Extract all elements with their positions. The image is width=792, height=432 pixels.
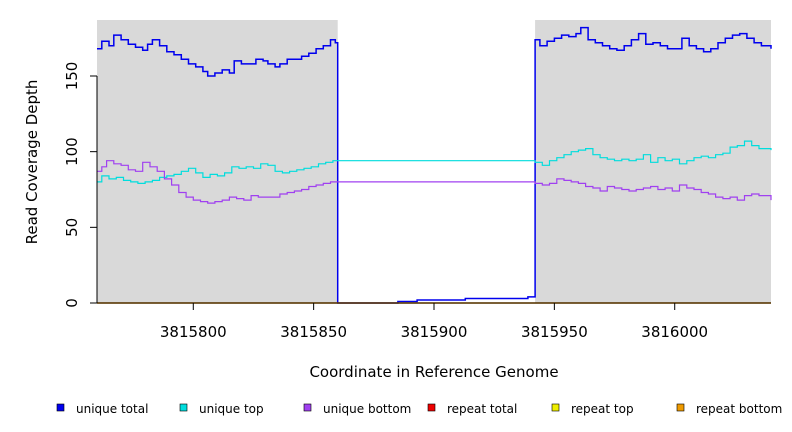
x-axis-label: Coordinate in Reference Genome — [309, 363, 558, 381]
y-tick-label: 150 — [63, 62, 81, 91]
legend-swatch — [427, 403, 436, 412]
legend-label: unique total — [76, 402, 148, 416]
x-axis: 3815800 3815850 3815900 3815950 3816000 — [97, 302, 771, 341]
legend: unique total unique top unique bottom repea… — [56, 402, 782, 416]
x-tick-label: 3815900 — [401, 323, 468, 341]
plot-background — [97, 20, 771, 303]
legend-label: repeat bottom — [696, 402, 782, 416]
legend-swatch — [56, 403, 65, 412]
series-line-unique-bottom — [97, 160, 772, 204]
legend-label: unique bottom — [323, 402, 411, 416]
y-axis-label: Read Coverage Depth — [23, 80, 41, 245]
legend-label: repeat total — [447, 402, 517, 416]
legend-label: repeat top — [571, 402, 634, 416]
legend-label: unique top — [199, 402, 264, 416]
x-tick-label: 3815800 — [160, 323, 227, 341]
x-tick-label: 3815850 — [280, 323, 347, 341]
x-tick-label: 3815950 — [521, 323, 588, 341]
series-line-unique-total — [97, 26, 772, 304]
legend-swatch — [303, 403, 312, 412]
y-tick-label: 0 — [63, 298, 81, 308]
legend-swatch — [179, 403, 188, 412]
shaded-region-0 — [97, 20, 338, 303]
series-line-unique-top — [97, 140, 772, 184]
shaded-region-1 — [535, 20, 771, 303]
legend-swatch — [676, 403, 685, 412]
y-tick-label: 100 — [63, 137, 81, 166]
legend-swatch — [551, 403, 560, 412]
x-tick-label: 3816000 — [641, 323, 708, 341]
y-axis: 0 50 100 150 — [63, 62, 98, 308]
y-tick-label: 50 — [63, 218, 81, 237]
